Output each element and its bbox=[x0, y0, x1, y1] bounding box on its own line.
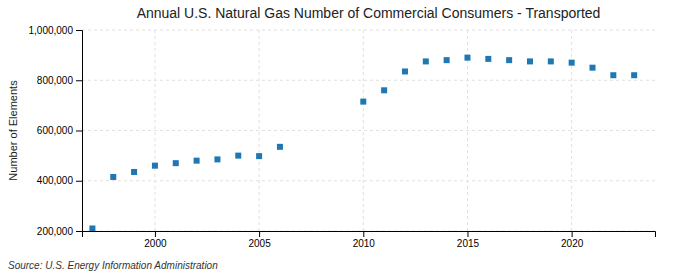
point bbox=[589, 65, 595, 71]
x-tick-label: 2020 bbox=[561, 238, 584, 249]
point bbox=[256, 153, 262, 159]
y-tick: 600,000 bbox=[37, 125, 82, 136]
point bbox=[444, 57, 450, 63]
x-tick: 2020 bbox=[561, 231, 584, 249]
point bbox=[548, 58, 554, 64]
point bbox=[194, 158, 200, 164]
x-tick-label: 2010 bbox=[353, 238, 376, 249]
title: Annual U.S. Natural Gas Number of Commer… bbox=[137, 5, 601, 21]
x-axis-line bbox=[83, 232, 656, 238]
point bbox=[527, 58, 533, 64]
point bbox=[423, 58, 429, 64]
x-tick: 2000 bbox=[144, 231, 167, 249]
x-tick-mark bbox=[363, 231, 364, 237]
y-axis: 200,000 400,000 600,000 800,000 1,000,000 bbox=[29, 25, 83, 237]
x-grid-line bbox=[363, 30, 364, 231]
x-tick-mark bbox=[259, 231, 260, 237]
y-tick-label: 200,000 bbox=[37, 226, 74, 237]
y-grid-line bbox=[82, 30, 655, 31]
point bbox=[631, 72, 637, 78]
x-tick: 2010 bbox=[353, 231, 376, 249]
point bbox=[464, 55, 470, 61]
x-grid-line bbox=[259, 30, 260, 231]
x-tick-label: 2000 bbox=[144, 238, 167, 249]
y-tick-label: 600,000 bbox=[37, 125, 74, 136]
x-grid-line bbox=[154, 30, 155, 231]
y-grid-line bbox=[82, 180, 655, 181]
point bbox=[485, 56, 491, 62]
point bbox=[569, 60, 575, 66]
y-axis-title: Number of Elements bbox=[7, 80, 19, 181]
y-tick-mark bbox=[76, 80, 82, 81]
point bbox=[506, 57, 512, 63]
point bbox=[152, 163, 158, 169]
x-axis: 2000 2005 2010 2015 2020 bbox=[83, 231, 656, 249]
point bbox=[381, 87, 387, 93]
y-grid-line bbox=[82, 80, 655, 81]
points bbox=[89, 55, 637, 231]
point bbox=[610, 72, 616, 78]
point bbox=[235, 153, 241, 159]
x-tick-mark bbox=[572, 231, 573, 237]
y-tick-label: 400,000 bbox=[37, 175, 74, 186]
point bbox=[277, 144, 283, 150]
y-tick: 400,000 bbox=[37, 175, 82, 186]
y-tick-mark bbox=[76, 181, 82, 182]
x-tick-label: 2005 bbox=[248, 238, 271, 249]
x-tick: 2015 bbox=[457, 231, 480, 249]
y-tick-mark bbox=[76, 231, 82, 232]
y-tick-mark bbox=[76, 131, 82, 132]
point bbox=[173, 160, 179, 166]
source-note: Source: U.S. Energy Information Administ… bbox=[8, 260, 218, 271]
plot-area: 2000 2005 2010 2015 2020 200,000 400,000 600,00… bbox=[29, 25, 656, 249]
x-tick-mark bbox=[467, 231, 468, 237]
point bbox=[110, 174, 116, 180]
x-tick-label: 2015 bbox=[457, 238, 480, 249]
point bbox=[131, 169, 137, 175]
y-tick: 200,000 bbox=[37, 226, 82, 237]
point bbox=[402, 68, 408, 74]
chart: 2000 2005 2010 2015 2020 200,000 400,000 600,00… bbox=[0, 0, 675, 275]
y-grid-line bbox=[82, 130, 655, 131]
y-tick: 1,000,000 bbox=[29, 25, 83, 36]
x-tick: 2005 bbox=[248, 231, 271, 249]
y-tick-label: 800,000 bbox=[37, 75, 74, 86]
x-tick-mark bbox=[155, 231, 156, 237]
point bbox=[89, 225, 95, 231]
y-tick-mark bbox=[76, 30, 82, 31]
y-tick: 800,000 bbox=[37, 75, 82, 86]
point bbox=[360, 99, 366, 105]
y-tick-label: 1,000,000 bbox=[29, 25, 74, 36]
grid bbox=[82, 30, 655, 231]
point bbox=[214, 156, 220, 162]
y-axis-line bbox=[76, 31, 83, 232]
